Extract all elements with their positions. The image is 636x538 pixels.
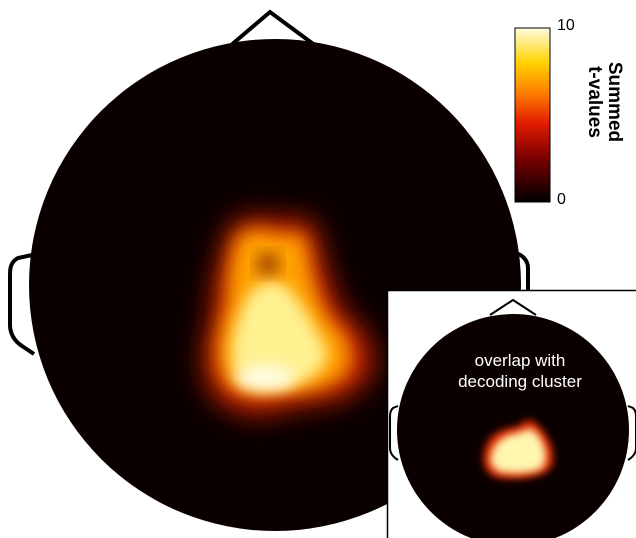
inset-scalp-disc: [397, 314, 629, 538]
colorbar-max-label: 10: [557, 17, 575, 34]
nose-outline: [228, 9, 318, 48]
inset-panel: [386, 289, 636, 538]
colorbar-min-label: 0: [557, 191, 566, 208]
colorbar-title-text: Summed t-values: [584, 61, 625, 143]
inset-panel-border: [386, 289, 636, 538]
colorbar-title: Summed t-values: [574, 52, 634, 152]
activation-blob: [203, 217, 374, 415]
inset-nose-outline: [489, 298, 537, 316]
colorbar: [514, 27, 551, 203]
inset-activation-blob: [483, 420, 554, 479]
left-ear-outline: [8, 253, 36, 356]
inset-label: overlap with decoding cluster: [458, 351, 582, 391]
inset-left-ear-outline: [389, 405, 399, 461]
inset-right-ear-outline: [627, 405, 636, 461]
